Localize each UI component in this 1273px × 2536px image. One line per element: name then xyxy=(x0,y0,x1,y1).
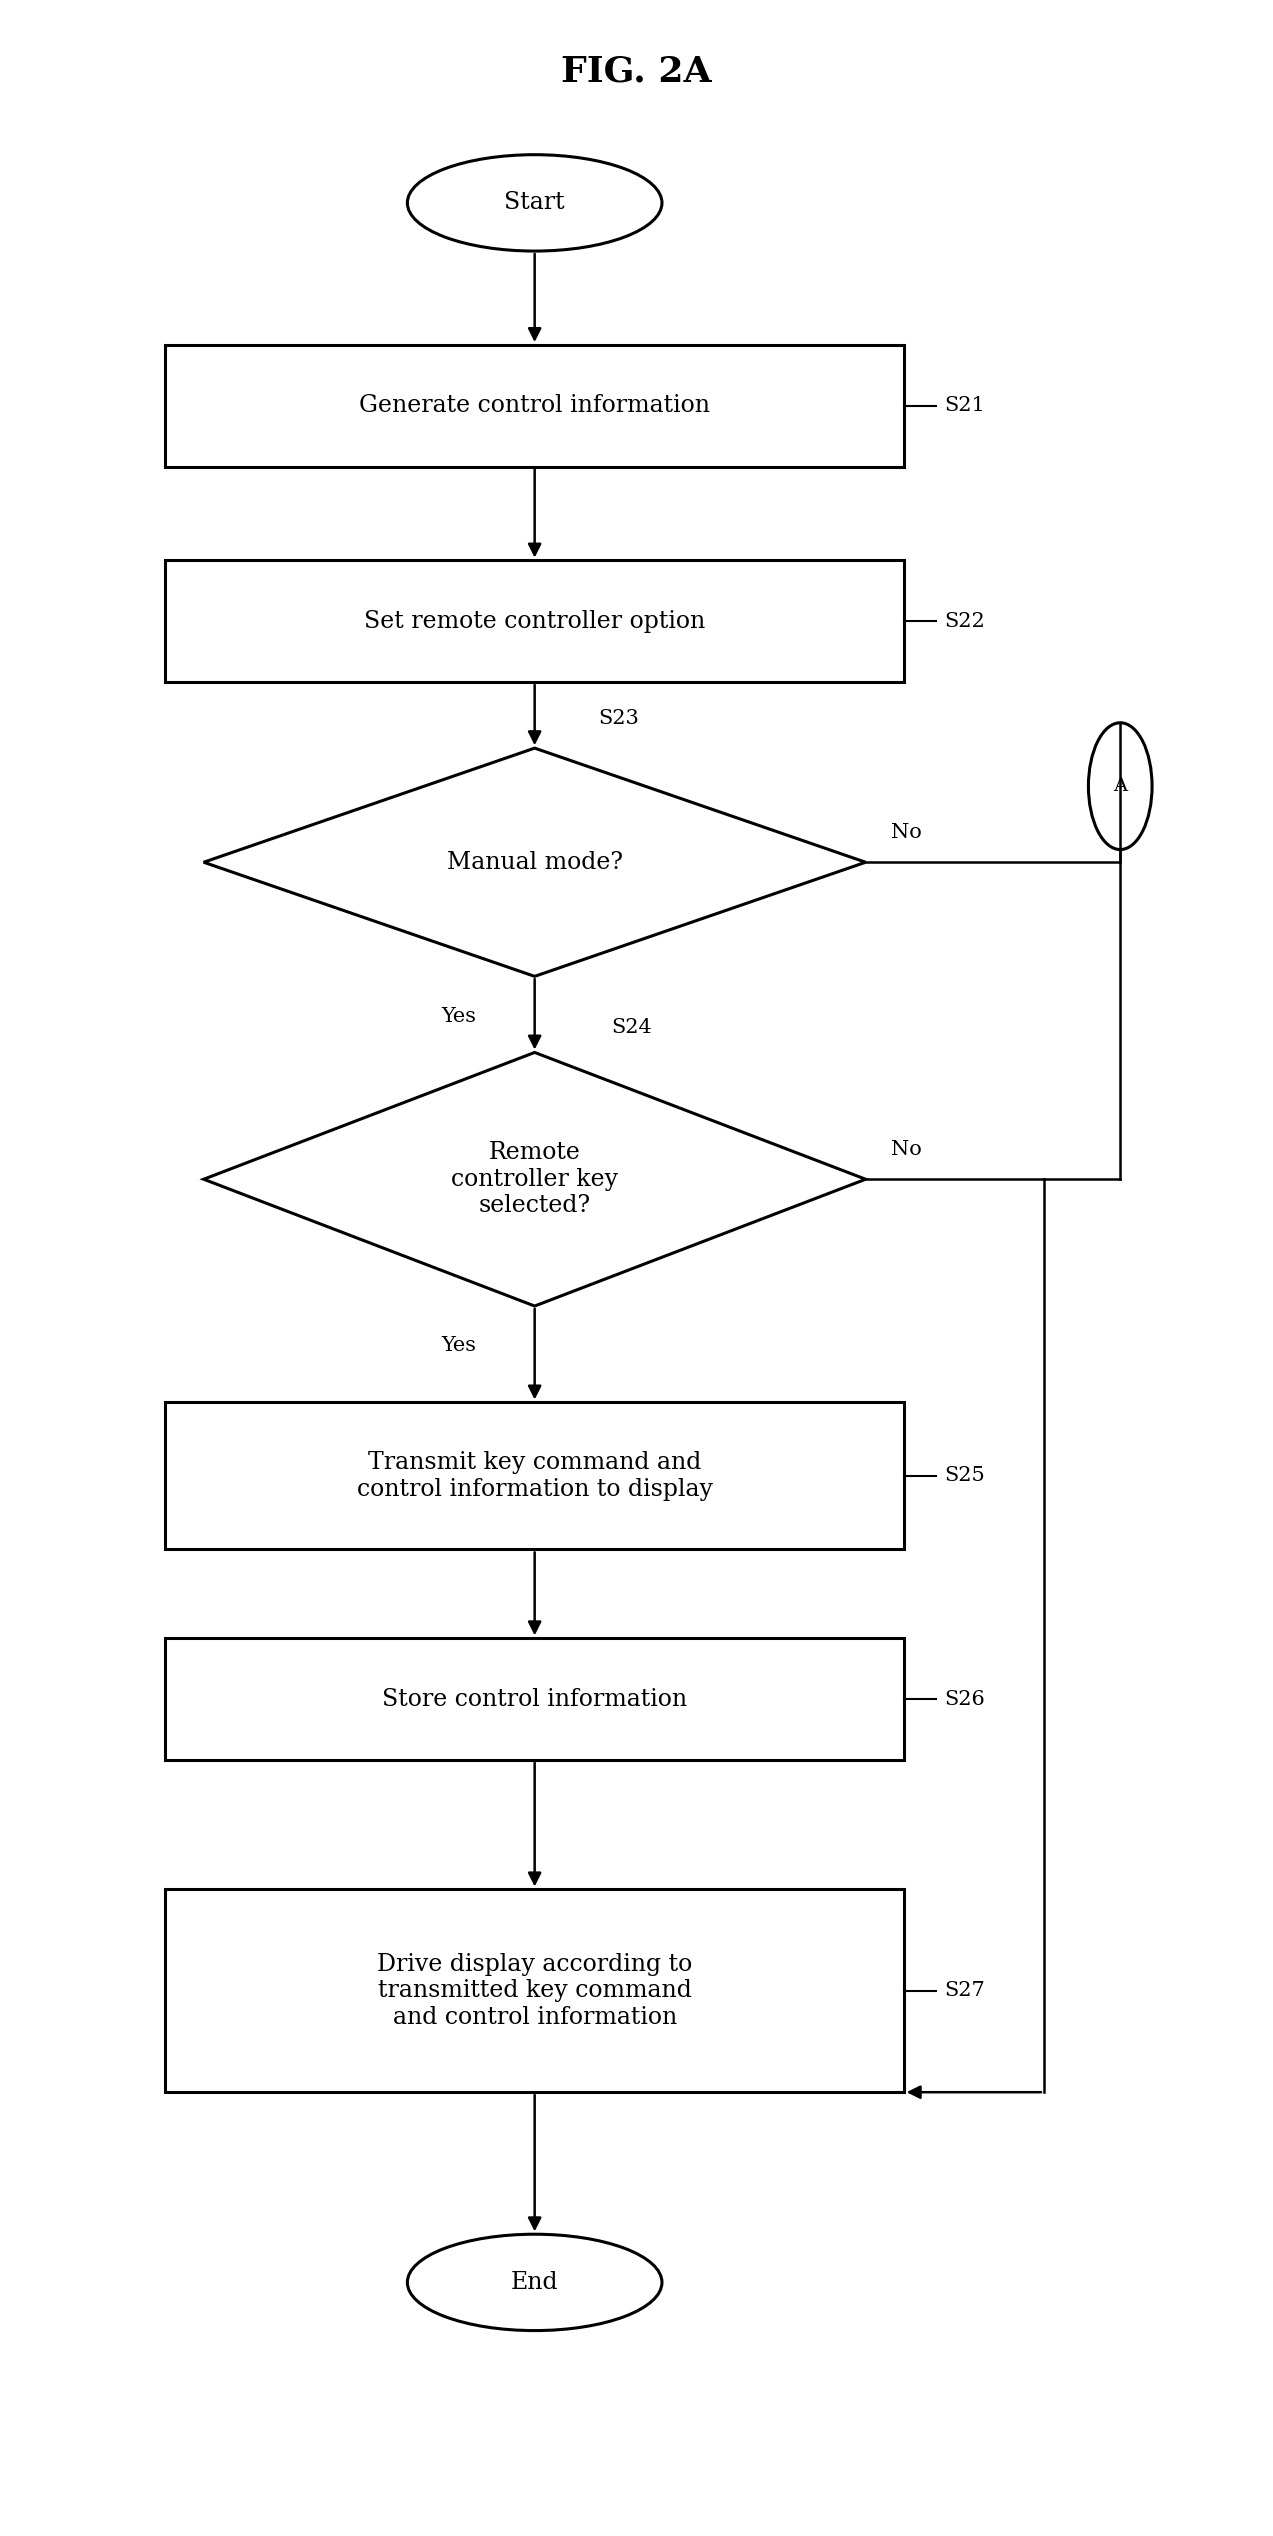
FancyBboxPatch shape xyxy=(165,345,904,467)
Text: S27: S27 xyxy=(945,1981,985,2001)
Text: Yes: Yes xyxy=(440,1336,476,1354)
Text: FIG. 2A: FIG. 2A xyxy=(561,53,712,89)
Ellipse shape xyxy=(407,2234,662,2331)
Polygon shape xyxy=(204,748,866,976)
Text: S23: S23 xyxy=(598,710,639,728)
Text: Manual mode?: Manual mode? xyxy=(447,850,622,875)
FancyBboxPatch shape xyxy=(165,1638,904,1760)
FancyBboxPatch shape xyxy=(165,1402,904,1549)
Text: S22: S22 xyxy=(945,611,985,631)
Text: Drive display according to
transmitted key command
and control information: Drive display according to transmitted k… xyxy=(377,1953,693,2029)
Text: S26: S26 xyxy=(945,1689,985,1709)
FancyBboxPatch shape xyxy=(165,1889,904,2092)
Text: Yes: Yes xyxy=(440,1007,476,1025)
Text: S21: S21 xyxy=(945,396,985,416)
Circle shape xyxy=(1088,723,1152,850)
Text: End: End xyxy=(510,2270,559,2295)
Text: Remote
controller key
selected?: Remote controller key selected? xyxy=(451,1141,619,1217)
Text: Generate control information: Generate control information xyxy=(359,393,710,418)
Text: S25: S25 xyxy=(945,1466,985,1486)
Polygon shape xyxy=(204,1052,866,1306)
Text: A: A xyxy=(1113,776,1128,796)
Text: Start: Start xyxy=(504,190,565,216)
Text: Transmit key command and
control information to display: Transmit key command and control informa… xyxy=(356,1451,713,1501)
FancyBboxPatch shape xyxy=(165,560,904,682)
Text: No: No xyxy=(891,824,922,842)
Text: Store control information: Store control information xyxy=(382,1686,687,1712)
Ellipse shape xyxy=(407,155,662,251)
Text: Set remote controller option: Set remote controller option xyxy=(364,609,705,634)
Text: S24: S24 xyxy=(611,1019,652,1037)
Text: No: No xyxy=(891,1141,922,1159)
